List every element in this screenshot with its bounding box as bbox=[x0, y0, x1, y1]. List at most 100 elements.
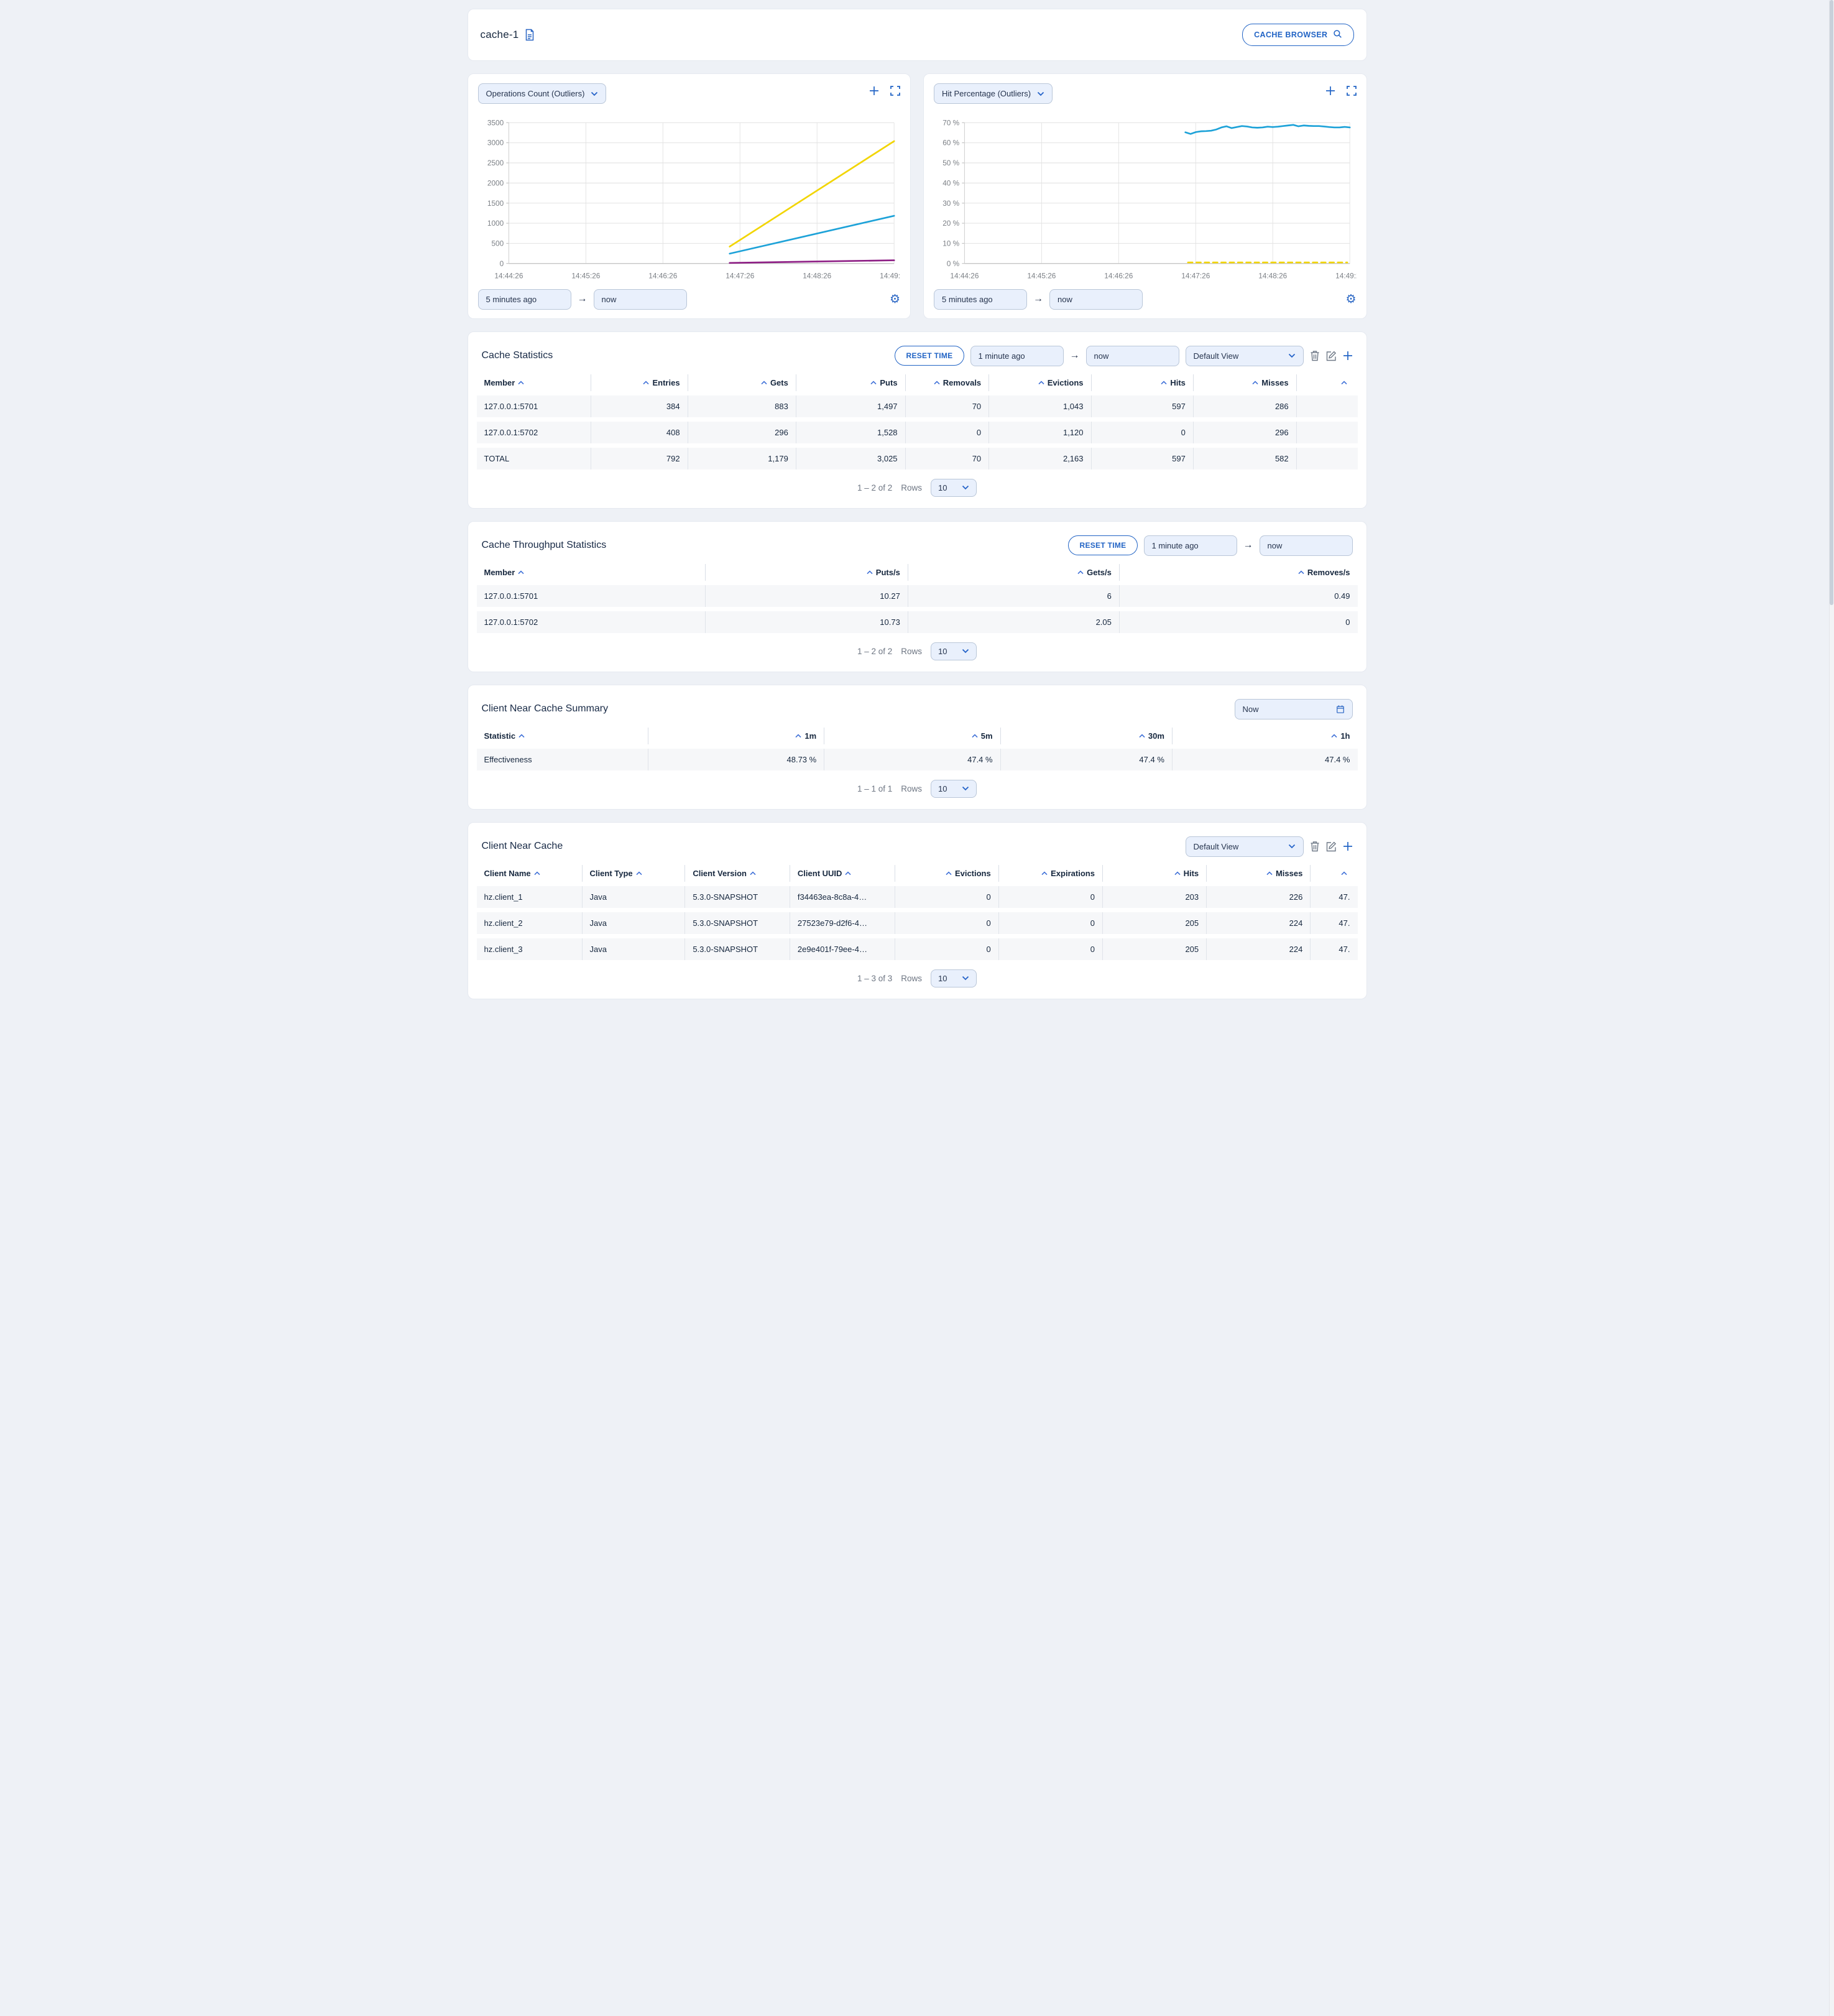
chart-time-from-input[interactable] bbox=[934, 289, 1027, 310]
column-header-30m[interactable]: 30m bbox=[1001, 727, 1173, 744]
column-label: Gets bbox=[770, 377, 788, 387]
page-scrollbar[interactable] bbox=[1829, 0, 1834, 2016]
column-header-5m[interactable]: 5m bbox=[824, 727, 1001, 744]
chart-metric-select[interactable]: Operations Count (Outliers) bbox=[477, 83, 607, 104]
cache-browser-button[interactable]: CACHE BROWSER bbox=[1242, 24, 1354, 46]
view-select[interactable]: Default View bbox=[1185, 836, 1304, 857]
column-header-blank[interactable] bbox=[1311, 865, 1357, 882]
column-header-statistic[interactable]: Statistic bbox=[477, 727, 648, 744]
column-header-1h[interactable]: 1h bbox=[1173, 728, 1358, 744]
chart-time-from-input[interactable] bbox=[477, 289, 571, 310]
operations-count-chart: 14:44:26 14:45:26 14:46:26 14:47:26 14:48:26… bbox=[487, 118, 900, 280]
reset-time-button[interactable]: RESET TIME bbox=[895, 346, 964, 366]
table-cell: 5.3.0-SNAPSHOT bbox=[685, 885, 790, 908]
add-view-button[interactable] bbox=[1343, 841, 1353, 851]
fullscreen-button[interactable] bbox=[1346, 86, 1357, 96]
cache-browser-label: CACHE BROWSER bbox=[1254, 30, 1328, 39]
table-cell: 2e9e401f-79ee-4… bbox=[790, 938, 895, 960]
column-header-gets-s[interactable]: Gets/s bbox=[908, 563, 1120, 581]
table-header-row: Statistic 1m 5m 30m 1h bbox=[477, 727, 1358, 744]
table-time-to-input[interactable] bbox=[1085, 345, 1179, 366]
column-header-1m[interactable]: 1m bbox=[648, 727, 825, 744]
table-cell: 6 bbox=[908, 585, 1120, 607]
document-icon[interactable] bbox=[525, 29, 535, 41]
table-cell bbox=[1296, 395, 1358, 417]
column-header-hits[interactable]: Hits bbox=[1103, 864, 1207, 882]
column-header-client-uuid[interactable]: Client UUID bbox=[790, 864, 895, 882]
add-chart-button[interactable] bbox=[869, 86, 879, 96]
column-header-entries[interactable]: Entries bbox=[591, 374, 688, 391]
scrollbar-thumb[interactable] bbox=[1830, 0, 1833, 605]
table-row[interactable]: Effectiveness 48.73 % 47.4 % 47.4 % 47.4 % bbox=[476, 748, 1358, 770]
column-header-evictions[interactable]: Evictions bbox=[989, 374, 1092, 391]
svg-text:3000: 3000 bbox=[487, 139, 504, 147]
gear-icon[interactable]: ⚙ bbox=[889, 292, 900, 306]
column-label: Puts/s bbox=[875, 567, 900, 577]
sort-caret-icon bbox=[1041, 871, 1048, 875]
page-size-select[interactable]: 10 bbox=[931, 478, 977, 497]
table-time-from-input[interactable] bbox=[1143, 535, 1237, 556]
add-chart-button[interactable] bbox=[1325, 86, 1335, 96]
sort-caret-icon bbox=[934, 381, 940, 384]
edit-view-button[interactable] bbox=[1326, 351, 1337, 361]
operations-count-chart-card: Operations Count (Outliers) 14:44:26 14:4… bbox=[467, 73, 911, 319]
column-header-removals[interactable]: Removals bbox=[906, 374, 990, 391]
column-header-member[interactable]: Member bbox=[477, 374, 591, 391]
svg-text:0: 0 bbox=[499, 259, 504, 268]
view-select[interactable]: Default View bbox=[1185, 345, 1304, 366]
column-header-removes-s[interactable]: Removes/s bbox=[1120, 564, 1358, 581]
column-header-misses[interactable]: Misses bbox=[1194, 374, 1297, 391]
table-row[interactable]: 127.0.0.1:5701 384 883 1,497 70 1,043 597 286 bbox=[476, 395, 1358, 417]
column-label: 1m bbox=[804, 731, 817, 741]
table-cell: 205 bbox=[1102, 912, 1207, 934]
table-row[interactable]: hz.client_3 Java 5.3.0-SNAPSHOT 2e9e401f-79… bbox=[476, 938, 1358, 960]
column-header-member[interactable]: Member bbox=[477, 563, 706, 581]
column-header-hits[interactable]: Hits bbox=[1092, 374, 1194, 391]
gear-icon[interactable]: ⚙ bbox=[1345, 292, 1357, 306]
chart-time-to-input[interactable] bbox=[1049, 289, 1143, 310]
table-cell: 1,043 bbox=[989, 395, 1092, 417]
chart-metric-select[interactable]: Hit Percentage (Outliers) bbox=[934, 83, 1053, 104]
table-row[interactable]: 127.0.0.1:5702 408 296 1,528 0 1,120 0 296 bbox=[476, 421, 1358, 443]
sort-caret-icon bbox=[518, 381, 524, 384]
column-header-puts-s[interactable]: Puts/s bbox=[706, 563, 908, 581]
delete-view-button[interactable] bbox=[1310, 841, 1320, 852]
table-row[interactable]: TOTAL 792 1,179 3,025 70 2,163 597 582 bbox=[476, 447, 1358, 469]
column-label: Evictions bbox=[954, 868, 991, 878]
charts-row: Operations Count (Outliers) 14:44:26 14:4… bbox=[467, 73, 1367, 331]
delete-view-button[interactable] bbox=[1310, 350, 1320, 361]
table-cell: 597 bbox=[1091, 447, 1194, 469]
time-point-select[interactable]: Now bbox=[1234, 698, 1353, 719]
table-time-from-input[interactable] bbox=[970, 345, 1064, 366]
chart-time-to-input[interactable] bbox=[593, 289, 687, 310]
page-size-select[interactable]: 10 bbox=[931, 969, 977, 987]
column-header-gets[interactable]: Gets bbox=[688, 374, 796, 391]
column-header-client-name[interactable]: Client Name bbox=[477, 864, 583, 882]
table-row[interactable]: 127.0.0.1:5702 10.73 2.05 0 bbox=[476, 611, 1358, 633]
column-header-blank[interactable] bbox=[1297, 374, 1358, 391]
column-label: Hits bbox=[1183, 868, 1199, 878]
column-header-client-version[interactable]: Client Version bbox=[685, 864, 790, 882]
page-size-select[interactable]: 10 bbox=[931, 642, 977, 660]
svg-text:3500: 3500 bbox=[487, 118, 504, 127]
table-cell: 10.27 bbox=[705, 585, 908, 607]
column-header-expirations[interactable]: Expirations bbox=[999, 864, 1103, 882]
sort-caret-icon bbox=[534, 871, 540, 875]
table-time-to-input[interactable] bbox=[1259, 535, 1353, 556]
page-size-value: 10 bbox=[938, 784, 947, 793]
table-row[interactable]: 127.0.0.1:5701 10.27 6 0.49 bbox=[476, 585, 1358, 607]
column-label: Client UUID bbox=[797, 868, 842, 878]
fullscreen-button[interactable] bbox=[890, 86, 900, 96]
column-header-misses[interactable]: Misses bbox=[1207, 864, 1311, 882]
page-size-select[interactable]: 10 bbox=[931, 779, 977, 798]
column-header-puts[interactable]: Puts bbox=[796, 374, 906, 391]
edit-view-button[interactable] bbox=[1326, 841, 1337, 852]
column-label: 1h bbox=[1340, 731, 1350, 741]
table-row[interactable]: hz.client_2 Java 5.3.0-SNAPSHOT 27523e79-d2… bbox=[476, 912, 1358, 934]
arrow-right-icon: → bbox=[1243, 540, 1253, 551]
table-row[interactable]: hz.client_1 Java 5.3.0-SNAPSHOT f34463ea-8c… bbox=[476, 885, 1358, 908]
column-header-evictions[interactable]: Evictions bbox=[895, 864, 999, 882]
column-header-client-type[interactable]: Client Type bbox=[583, 864, 686, 882]
add-view-button[interactable] bbox=[1343, 351, 1353, 361]
reset-time-button[interactable]: RESET TIME bbox=[1068, 535, 1138, 556]
